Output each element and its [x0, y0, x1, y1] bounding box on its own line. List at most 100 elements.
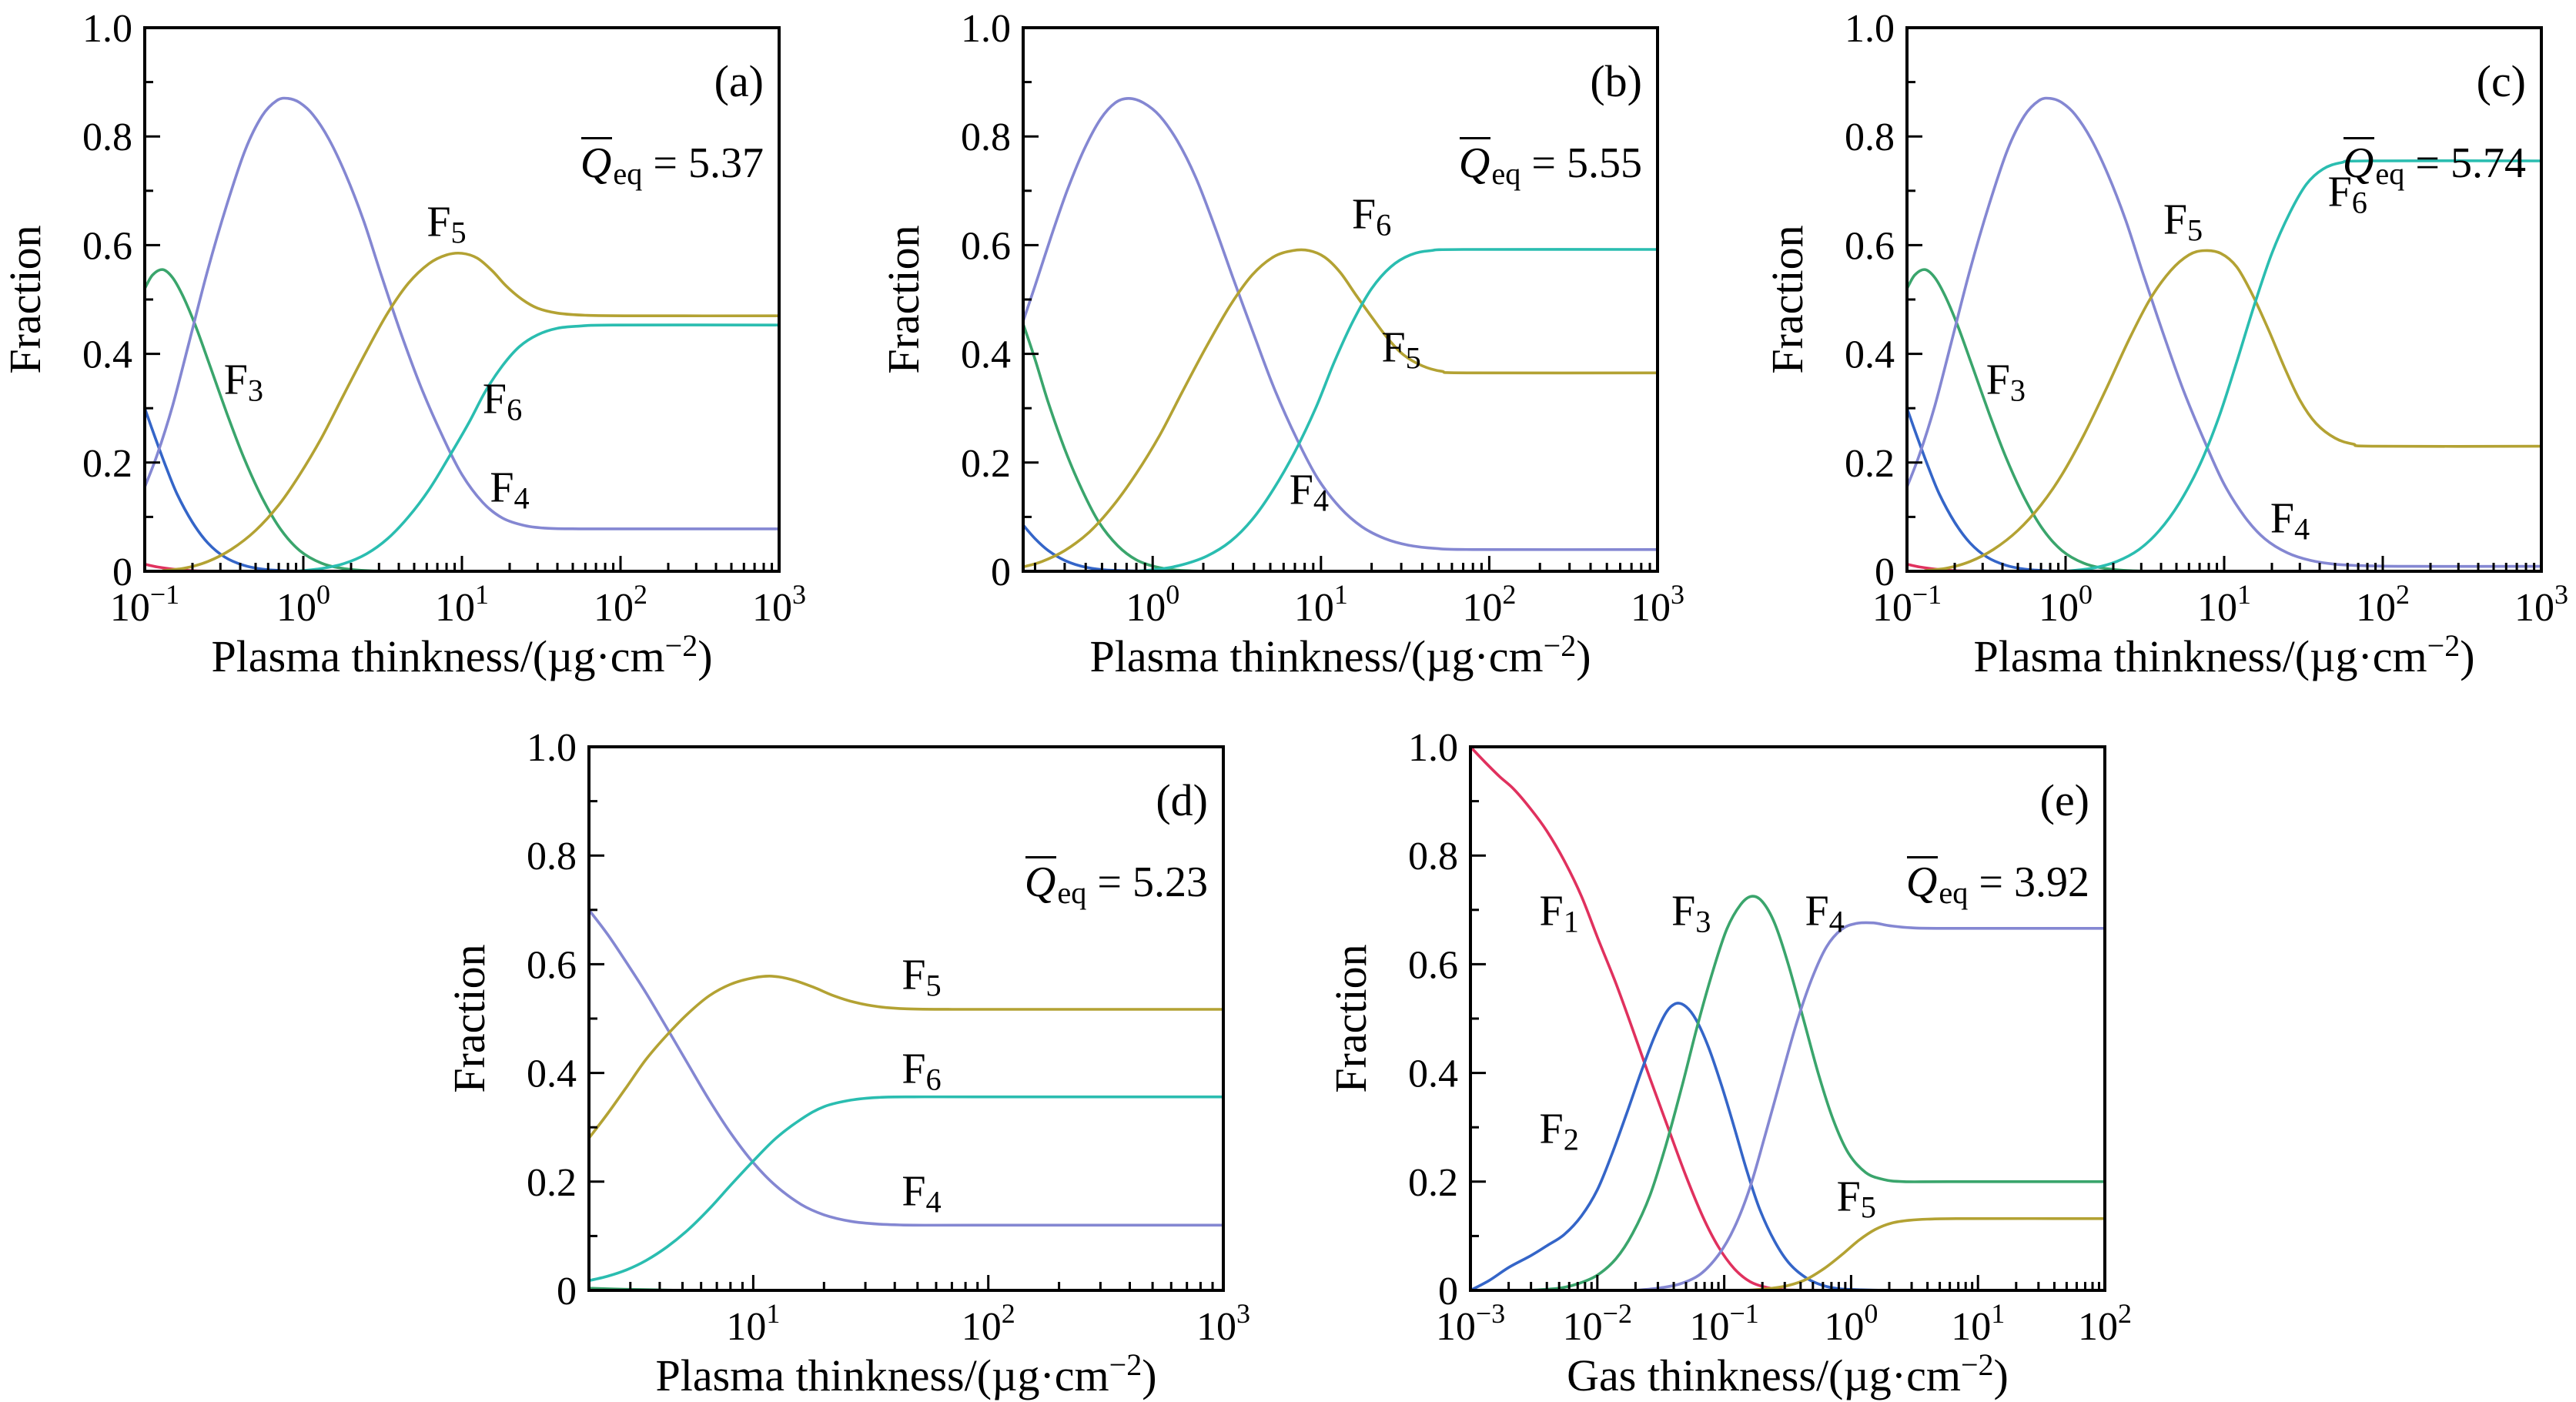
x-tick-label: 100 — [276, 579, 330, 630]
curve-F4 — [1022, 97, 1659, 551]
x-tick-label: 101 — [1294, 579, 1348, 630]
chart-a: 0 0.2 0.4 0.6 0.8 1.0 10−1 100 101 102 103 Fraction… — [0, 7, 806, 681]
axis-ticks — [589, 745, 1225, 1292]
x-axis-label: Plasma thinkness/(µg·cm−2) — [1973, 628, 2474, 681]
axes-frame — [143, 26, 781, 573]
axis-ticks — [1905, 26, 2543, 573]
panel-e: 0 0.2 0.4 0.6 0.8 1.0 10−3 10−2 10−1 100 101 102 Fra… — [1326, 719, 2184, 1402]
y-axis-label: Fraction — [878, 225, 928, 373]
y-tick-label: 0.2 — [527, 1161, 577, 1205]
curve-F6 — [587, 1095, 1225, 1283]
chart-e: 0 0.2 0.4 0.6 0.8 1.0 10−3 10−2 10−1 100 101 102 Fra… — [1326, 726, 2132, 1400]
curve-F2 — [1469, 1002, 1891, 1292]
x-axis-label: Plasma thinkness/(µg·cm−2) — [655, 1347, 1156, 1400]
axis-ticks — [1469, 745, 2106, 1292]
x-tick-label: 101 — [435, 579, 489, 630]
y-tick-label: 0 — [557, 1270, 577, 1313]
y-tick-label: 0.2 — [82, 442, 132, 486]
x-tick-label: 102 — [594, 579, 647, 630]
y-tick-label: 0.6 — [1408, 943, 1458, 987]
x-tick-label: 10−1 — [110, 579, 179, 630]
y-tick-label: 1.0 — [1845, 7, 1895, 51]
y-axis-label: Fraction — [1326, 944, 1376, 1092]
x-tick-label: 102 — [1462, 579, 1516, 630]
curve-F4 — [1634, 921, 2106, 1292]
y-tick-label: 0.2 — [1845, 442, 1895, 486]
axes-frame — [1022, 26, 1659, 573]
x-tick-label: 10−2 — [1563, 1298, 1632, 1349]
curve-F2 — [1905, 407, 2067, 573]
x-tick-label: 100 — [2039, 579, 2093, 630]
curve-F3 — [1905, 268, 2163, 573]
x-axis-label: Plasma thinkness/(µg·cm−2) — [1089, 628, 1591, 681]
x-tick-label: 102 — [962, 1298, 1015, 1349]
y-tick-label: 0.8 — [82, 115, 132, 159]
curve-F4 — [1905, 96, 2543, 568]
y-tick-label: 1.0 — [961, 7, 1011, 51]
curve-F5 — [161, 251, 781, 573]
x-tick-label: 10−3 — [1436, 1298, 1505, 1349]
y-tick-label: 0.6 — [82, 224, 132, 268]
y-tick-label: 0.6 — [961, 224, 1011, 268]
y-tick-label: 0 — [1438, 1270, 1458, 1313]
x-tick-label: 102 — [2078, 1298, 2132, 1349]
y-tick-label: 1.0 — [1408, 726, 1458, 770]
y-tick-label: 0.2 — [961, 442, 1011, 486]
curve-F3 — [1022, 323, 1205, 573]
y-tick-label: 0.4 — [1845, 333, 1895, 377]
y-tick-label: 0 — [991, 550, 1011, 594]
y-tick-label: 0.8 — [527, 835, 577, 878]
curve-F2 — [143, 407, 305, 573]
axis-ticks — [1023, 26, 1659, 573]
curve-F6 — [1135, 248, 1659, 573]
x-tick-label: 100 — [1824, 1298, 1878, 1349]
x-tick-label: 103 — [752, 579, 806, 630]
x-axis-label: Gas thinkness/(µg·cm−2) — [1567, 1347, 2009, 1400]
curve-F3 — [1529, 895, 2106, 1292]
curve-F3 — [143, 268, 400, 573]
y-tick-label: 1.0 — [527, 726, 577, 770]
x-tick-label: 10−1 — [1689, 1298, 1758, 1349]
curve-F6 — [2064, 159, 2543, 573]
panel-c: 0 0.2 0.4 0.6 0.8 1.0 10−1 100 101 102 103 Fraction… — [1762, 0, 2576, 693]
y-tick-label: 0.8 — [1408, 835, 1458, 878]
y-tick-label: 0.2 — [1408, 1161, 1458, 1205]
y-tick-label: 0.4 — [82, 333, 132, 377]
axes-frame — [1905, 26, 2543, 573]
y-axis-label: Fraction — [444, 944, 494, 1092]
y-tick-label: 0 — [112, 550, 132, 594]
curve-F5 — [587, 975, 1225, 1140]
x-tick-label: 10−1 — [1872, 579, 1942, 630]
y-tick-label: 0.4 — [961, 333, 1011, 377]
y-axis-label: Fraction — [0, 225, 50, 373]
x-tick-label: 101 — [2197, 579, 2251, 630]
x-tick-label: 102 — [2356, 579, 2410, 630]
curve-F5 — [1022, 248, 1659, 569]
x-tick-label: 101 — [1951, 1298, 2005, 1349]
curve-F6 — [294, 323, 781, 573]
x-tick-label: 103 — [2514, 579, 2568, 630]
axes-frame — [1469, 745, 2106, 1292]
panel-d: 0 0.2 0.4 0.6 0.8 1.0 101 102 103 Fraction Plasma … — [444, 719, 1303, 1402]
y-tick-label: 0 — [1875, 550, 1895, 594]
y-tick-label: 0.4 — [1408, 1052, 1458, 1096]
chart-c: 0 0.2 0.4 0.6 0.8 1.0 10−1 100 101 102 103 Fraction… — [1762, 7, 2568, 681]
y-tick-label: 0.4 — [527, 1052, 577, 1096]
y-tick-label: 0.6 — [527, 943, 577, 987]
x-tick-label: 103 — [1631, 579, 1684, 630]
curve-F4 — [143, 96, 781, 530]
x-tick-label: 101 — [726, 1298, 780, 1349]
y-tick-label: 0.6 — [1845, 224, 1895, 268]
curve-F5 — [1745, 1216, 2106, 1292]
y-tick-label: 1.0 — [82, 7, 132, 51]
chart-d: 0 0.2 0.4 0.6 0.8 1.0 101 102 103 Fraction Plasma … — [444, 726, 1250, 1400]
x-tick-label: 103 — [1196, 1298, 1250, 1349]
x-axis-label: Plasma thinkness/(µg·cm−2) — [211, 628, 712, 681]
curve-F4 — [587, 908, 1225, 1227]
curve-F5 — [1923, 249, 2543, 573]
chart-b: 0 0.2 0.4 0.6 0.8 1.0 100 101 102 103 Fraction Plas… — [878, 7, 1684, 681]
curve-F1 — [1469, 745, 1815, 1292]
y-tick-label: 0.8 — [961, 115, 1011, 159]
axis-ticks — [143, 26, 781, 573]
